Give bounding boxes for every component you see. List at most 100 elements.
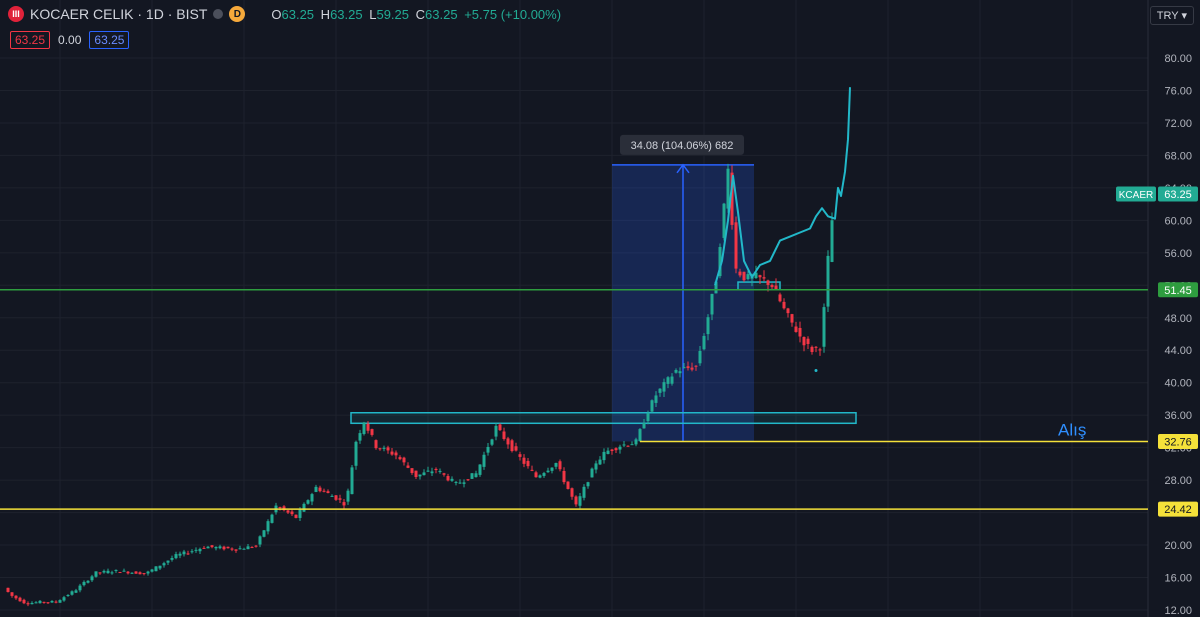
candle-body — [246, 546, 250, 550]
candle-body — [306, 500, 310, 504]
tick-label: 12.00 — [1164, 605, 1192, 617]
candle-body — [830, 220, 834, 262]
candle-body — [498, 424, 502, 431]
tick-label: 76.00 — [1164, 85, 1192, 97]
buy-button[interactable]: 63.25 — [89, 31, 130, 49]
zone-rectangles[interactable] — [350, 281, 857, 425]
candle-body — [174, 554, 178, 559]
candle-body — [10, 592, 14, 596]
candle-body — [446, 476, 450, 481]
candle-body — [426, 470, 430, 472]
candle-body — [706, 317, 710, 335]
candle-body — [146, 571, 150, 574]
candle-body — [758, 275, 762, 278]
tick-label: 44.00 — [1164, 345, 1192, 357]
candle-body — [482, 454, 486, 467]
candle-body — [14, 595, 18, 599]
candle-body — [90, 576, 94, 581]
change-readout: +5.75 (+10.00%) — [464, 6, 562, 22]
candle-body — [778, 294, 782, 302]
candle-body — [734, 222, 738, 269]
candle-body — [430, 471, 434, 474]
currency-select[interactable]: TRY ▾ — [1149, 6, 1194, 25]
spread-value: 0.00 — [58, 33, 82, 47]
candle-body — [34, 602, 38, 604]
candle-body — [202, 547, 206, 549]
price-axis[interactable]: 80.0076.0072.0068.0064.0060.0056.0052.00… — [1116, 53, 1198, 617]
symbol-title[interactable]: KOCAER CELIK · 1D · BIST — [30, 6, 208, 22]
candle-body — [586, 482, 590, 487]
candle-body — [794, 326, 798, 332]
candle-body — [334, 495, 338, 500]
candle-body — [242, 548, 246, 550]
price-tag-32.76 — [1158, 433, 1198, 449]
candle-body — [94, 571, 98, 577]
candle-body — [610, 449, 614, 452]
candle-body — [314, 486, 318, 492]
candle-body — [678, 371, 682, 374]
symbol-logo-icon: III — [8, 6, 24, 22]
candle-body — [258, 536, 262, 545]
candle-body — [346, 490, 350, 502]
candle-body — [406, 465, 410, 468]
candle-body — [754, 272, 758, 279]
candle-body — [798, 327, 802, 337]
candle-body — [362, 422, 366, 434]
candle-body — [6, 587, 10, 592]
candle-body — [822, 307, 826, 347]
candle-body — [338, 498, 342, 500]
candle-body — [326, 491, 330, 493]
candle-body — [170, 557, 174, 560]
price-tag-text: 24.42 — [1164, 504, 1192, 516]
candle-body — [554, 463, 558, 467]
candle-body — [806, 338, 810, 344]
data-badge-icon: D — [229, 6, 246, 22]
ohlc-readout: O63.25 H63.25 L59.25 C63.25 +5.75 (+10.0… — [271, 6, 562, 22]
candle-body — [178, 553, 182, 556]
candle-body — [782, 301, 786, 309]
tick-label: 56.00 — [1164, 248, 1192, 260]
candle-body — [310, 494, 314, 502]
candle-body — [418, 474, 422, 477]
candle-body — [802, 337, 806, 346]
candle-body — [442, 473, 446, 475]
projection-drawing[interactable] — [714, 87, 851, 373]
candle-body — [558, 461, 562, 470]
candle-body — [490, 439, 494, 445]
candle-body — [810, 346, 814, 352]
candle-body — [566, 481, 570, 489]
candle-body — [390, 451, 394, 455]
candle-body — [790, 314, 794, 323]
candle-body — [562, 470, 566, 483]
candle-body — [606, 450, 610, 454]
candle-body — [546, 470, 550, 473]
candle-body — [646, 413, 650, 422]
projection-dot — [814, 369, 818, 373]
candle-body — [506, 438, 510, 445]
price-range-measure[interactable]: 34.08 (104.06%) 682 — [612, 134, 754, 442]
horizontal-lines[interactable] — [0, 289, 1148, 510]
candle-body — [658, 388, 662, 393]
candle-body — [38, 600, 42, 604]
candle-body — [210, 545, 214, 548]
candle-body — [214, 546, 218, 549]
projection-line — [714, 87, 851, 286]
arrow-up-icon — [676, 163, 690, 174]
candle-body — [666, 377, 670, 384]
candle-body — [198, 548, 202, 552]
candle-body — [634, 439, 638, 445]
candle-body — [254, 545, 258, 547]
candle-body — [762, 277, 766, 279]
candle-body — [70, 591, 74, 595]
candle-body — [358, 433, 362, 441]
candle-body — [526, 460, 530, 467]
candle-body — [226, 546, 230, 549]
candle-body — [690, 367, 694, 370]
price-tag-text: 32.76 — [1164, 436, 1192, 448]
chevron-down-icon: ▾ — [1181, 10, 1187, 22]
candle-body — [602, 451, 606, 461]
candle-body — [126, 571, 130, 574]
candle-body — [726, 168, 730, 209]
sell-button[interactable]: 63.25 — [10, 31, 51, 49]
